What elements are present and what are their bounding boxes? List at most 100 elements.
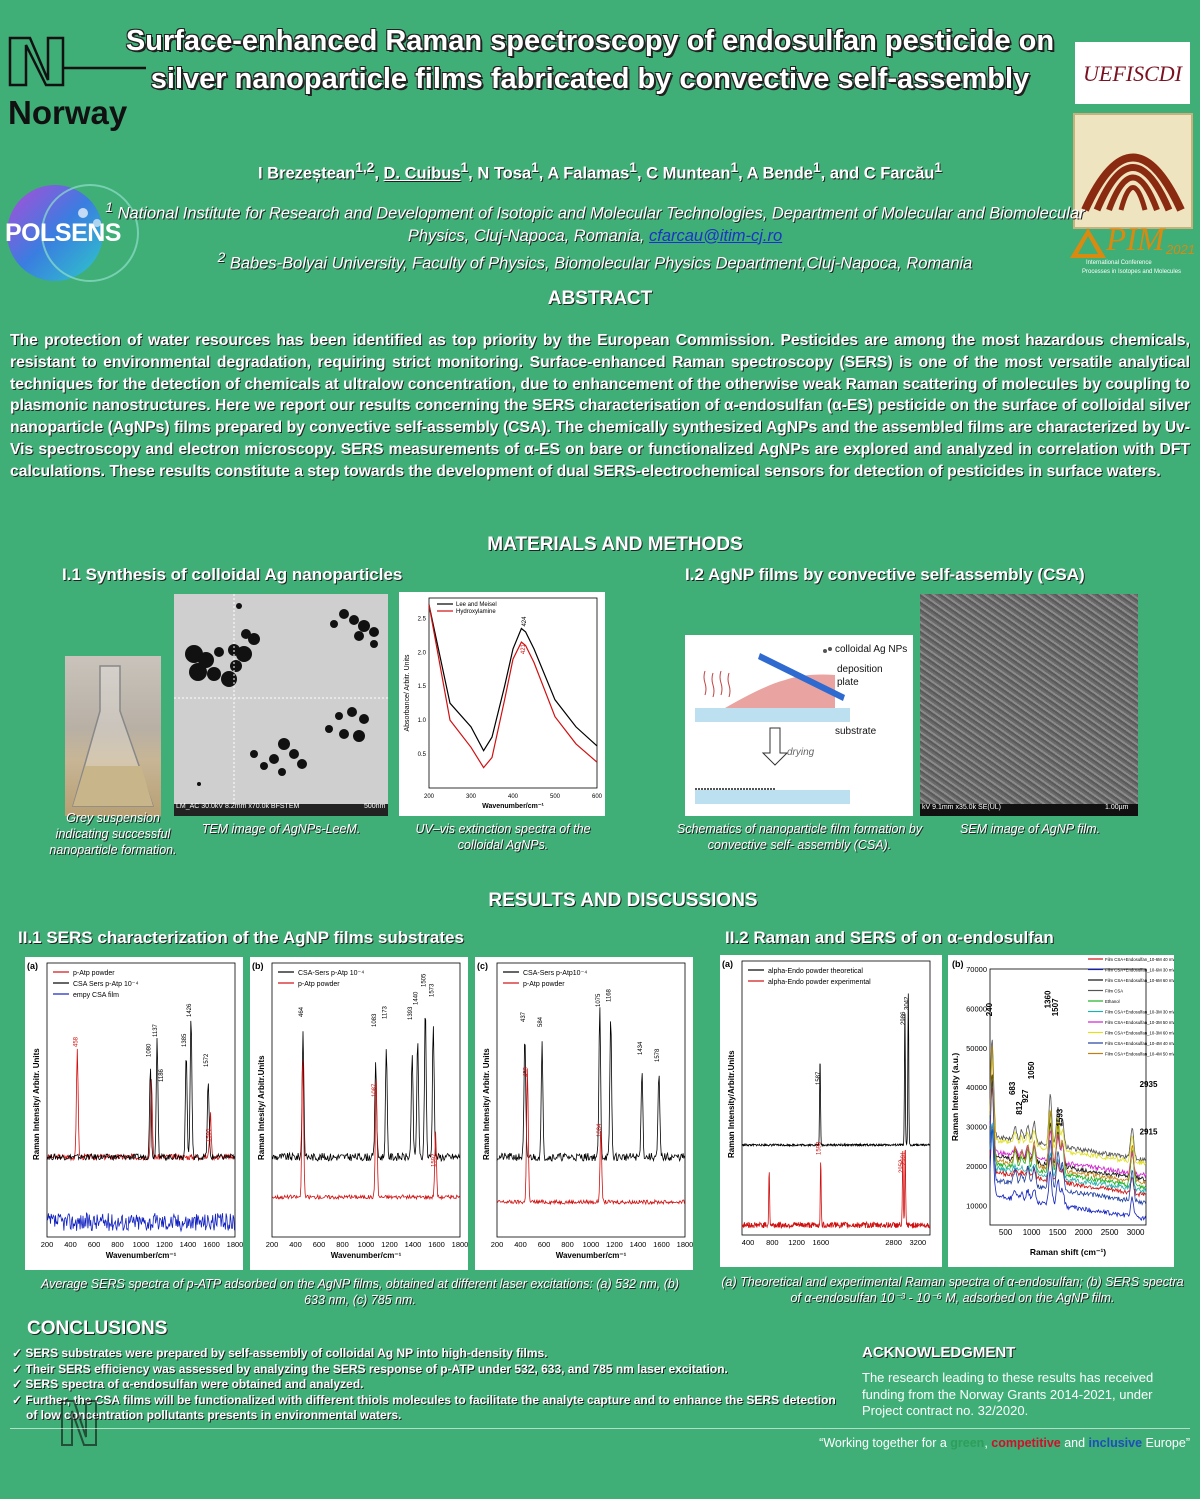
- peak-label: 1050: [1027, 1061, 1036, 1079]
- legend-label: Film CSA: [1105, 989, 1123, 994]
- flask-photo: [65, 656, 161, 816]
- author: A Bende: [746, 164, 813, 183]
- legend-label: p-Atp powder: [73, 970, 115, 977]
- peak-label: 1393: [408, 1006, 414, 1020]
- peak-label: 1075: [596, 993, 602, 1007]
- schem-plate-label1: deposition: [837, 664, 883, 675]
- norway-word: Norway: [8, 94, 128, 131]
- x-tick-label: 600: [592, 794, 603, 800]
- author-presenter: D. Cuibus: [383, 164, 461, 183]
- sers-chart-a: (a) 200 400 600 800 1000 1200 1400 1600 1800 Waven…: [25, 957, 243, 1270]
- acknowledgment-text: The research leading to these results ha…: [862, 1370, 1154, 1418]
- peak-label: 2986: [901, 1011, 907, 1025]
- csa-schematic: colloidal Ag NPs deposition plate substr…: [685, 635, 913, 816]
- y-axis-label: Absorbance/ Arbitr. Units: [404, 654, 411, 732]
- x-tick-label: 200: [491, 1240, 504, 1249]
- x-tick-label: 300: [466, 794, 477, 800]
- abstract-heading: ABSTRACT: [547, 288, 653, 309]
- legend-label: Film CSA+Endosulfan_10-6M 60 mW: [1105, 978, 1174, 983]
- x-tick-label: 400: [742, 1238, 755, 1247]
- y-axis-label: Raman Intensity/ Arbitr. Units: [32, 1048, 41, 1160]
- conclusions-heading: CONCLUSIONS: [27, 1318, 168, 1339]
- series-line: [989, 1087, 1147, 1179]
- x-tick-label: 1800: [452, 1240, 468, 1249]
- series-line: [271, 1017, 460, 1163]
- panel-label: (a): [27, 961, 38, 971]
- email-link[interactable]: cfarcau@itim-cj.ro: [649, 226, 783, 245]
- x-tick-label: 1000: [1023, 1228, 1041, 1237]
- legend-label: CSA-Sers p-Atp10⁻⁴: [523, 970, 587, 977]
- results-sub1: II.1 SERS characterization of the AgNP f…: [18, 928, 464, 947]
- peak-label: 458: [73, 1036, 79, 1047]
- legend-label: Film CSA+Endosulfan_10-4M 50 mW: [1105, 1052, 1174, 1057]
- peak-label: 421: [521, 643, 527, 654]
- peak-label: 1592: [432, 1153, 438, 1167]
- peak-label: 1587: [816, 1071, 822, 1085]
- x-tick-label: 800: [336, 1240, 349, 1249]
- peak-label: 2952: [899, 1159, 905, 1173]
- caption-uvvis: UV–vis extinction spectra of the colloid…: [415, 822, 591, 852]
- x-tick-label: 200: [424, 794, 435, 800]
- author: C Muntean: [646, 164, 731, 183]
- peak-label: 1083: [372, 1013, 378, 1027]
- affiliations: 1 National Institute for Research and De…: [105, 200, 1085, 272]
- panel-label: (c): [477, 961, 488, 971]
- x-tick-label: 800: [766, 1238, 779, 1247]
- y-axis-label: Raman Intensity/ Arbitr. Units: [482, 1048, 491, 1160]
- pim-logo: PIM 2021 International Conference Proces…: [1068, 222, 1198, 281]
- y-tick-label: 0.5: [418, 752, 427, 758]
- series-line: [741, 1149, 931, 1230]
- peak-label: 1434: [638, 1041, 644, 1055]
- author: A Falamas: [547, 164, 630, 183]
- series-line: [989, 1060, 1147, 1166]
- uefiscdi-word: UEFISCDI: [1083, 61, 1182, 86]
- y-tick-label: 1.5: [418, 684, 427, 690]
- sers-chart-b: (b) 200 400 600 800 1000 1200 1400 1600 1800 Waven…: [250, 957, 468, 1270]
- x-tick-label: 1000: [133, 1240, 150, 1249]
- x-tick-label: 800: [111, 1240, 124, 1249]
- x-tick-label: 500: [999, 1228, 1013, 1237]
- uvvis-svg: 200 300 400 500 600 0.5 1.0 1.5 2.0 2.5 Wavenumber…: [404, 597, 603, 810]
- legend-label: Film CSA+Endosulfan_10-6M 40 mW: [1105, 957, 1174, 962]
- schem-drying-label: drying: [787, 747, 815, 758]
- peak-label: 1505: [421, 973, 427, 987]
- footer-rule: [10, 1428, 1190, 1429]
- legend-label: Film CSA+Endosulfan_10-3M 30 mW: [1105, 1010, 1174, 1015]
- caption-tem: TEM image of AgNPs-LeeM.: [201, 822, 361, 836]
- series-line: [271, 1060, 460, 1201]
- x-tick-label: 500: [550, 794, 561, 800]
- series-line: [989, 1080, 1147, 1206]
- y-tick-label: 70000: [966, 965, 987, 974]
- peak-label: 1137: [153, 1023, 159, 1037]
- x-axis-label: Wavenumber/cm⁻¹: [556, 1251, 627, 1260]
- pim-emblem-icon: [1073, 113, 1193, 229]
- panel-label: (b): [952, 959, 964, 969]
- x-tick-label: 1200: [381, 1240, 398, 1249]
- legend-label: empy CSA film: [73, 992, 119, 999]
- legend-label: alpha-Endo powder experimental: [768, 979, 871, 986]
- x-tick-label: 800: [561, 1240, 574, 1249]
- x-tick-label: 1200: [156, 1240, 173, 1249]
- peak-label: 1593: [1055, 1108, 1064, 1126]
- peak-label: 1572: [204, 1053, 210, 1067]
- endo-chart-b: (b) 500 1000 1500 2000 2500 3000 10000 20000 3000…: [948, 955, 1177, 1267]
- y-tick-label: 20000: [966, 1162, 987, 1171]
- x-tick-label: 3000: [1127, 1228, 1145, 1237]
- schem-plate-label2: plate: [837, 677, 859, 688]
- norway-watermark-icon: [61, 1400, 97, 1446]
- author: C Farcău: [863, 164, 935, 183]
- list-item: ✓ SERS substrates were prepared by self-…: [12, 1346, 548, 1360]
- peak-label: 1578: [655, 1048, 661, 1062]
- x-tick-label: 200: [266, 1240, 279, 1249]
- peak-label: 2915: [1140, 1127, 1158, 1136]
- y-tick-label: 30000: [966, 1123, 987, 1132]
- x-tick-label: 600: [538, 1240, 551, 1249]
- x-axis-label: Raman shift (cm⁻¹): [1030, 1247, 1106, 1257]
- author-first: I Brezeștean: [257, 164, 356, 183]
- sem-scale: 1.00µm: [1105, 804, 1129, 811]
- x-tick-label: 600: [313, 1240, 326, 1249]
- methods-heading: MATERIALS AND METHODS: [487, 534, 743, 555]
- x-axis-label: Wavenumber/cm⁻¹: [106, 1251, 177, 1260]
- schem-substrate-label: substrate: [835, 726, 877, 737]
- x-tick-label: 1400: [180, 1240, 197, 1249]
